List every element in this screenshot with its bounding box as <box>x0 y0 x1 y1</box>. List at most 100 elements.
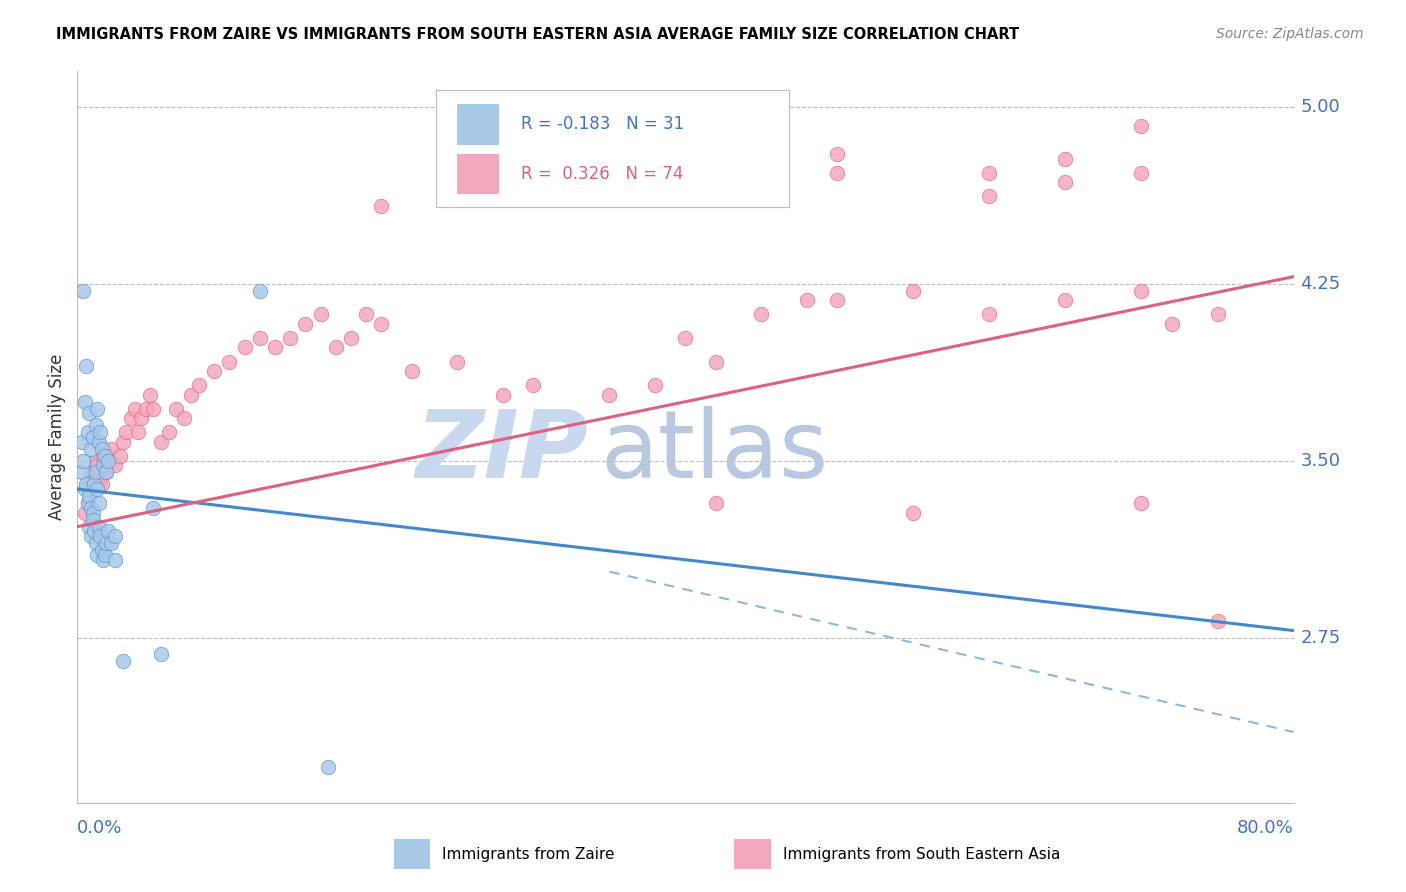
Point <box>675 331 697 345</box>
Point <box>91 449 114 463</box>
Point <box>796 293 818 308</box>
Point <box>80 529 103 543</box>
Point <box>87 434 110 449</box>
Point <box>1206 307 1229 321</box>
Point <box>903 506 925 520</box>
Point <box>827 166 849 180</box>
Point <box>104 529 127 543</box>
Text: 4.25: 4.25 <box>1301 275 1341 293</box>
Point <box>370 199 392 213</box>
Point <box>139 387 162 401</box>
Point <box>751 307 773 321</box>
Point <box>97 524 120 539</box>
Point <box>70 466 93 480</box>
FancyBboxPatch shape <box>734 839 770 869</box>
Point <box>325 340 347 354</box>
Point <box>70 434 93 449</box>
Point <box>218 354 240 368</box>
Point <box>979 189 1001 203</box>
Text: R = -0.183   N = 31: R = -0.183 N = 31 <box>522 115 685 134</box>
Point <box>827 293 849 308</box>
Point <box>202 364 225 378</box>
Point <box>522 175 544 189</box>
Point <box>127 425 149 440</box>
FancyBboxPatch shape <box>394 839 430 869</box>
Text: 0.0%: 0.0% <box>77 820 122 838</box>
Text: IMMIGRANTS FROM ZAIRE VS IMMIGRANTS FROM SOUTH EASTERN ASIA AVERAGE FAMILY SIZE : IMMIGRANTS FROM ZAIRE VS IMMIGRANTS FROM… <box>56 27 1019 42</box>
Point <box>598 387 620 401</box>
Point <box>1054 293 1077 308</box>
Point <box>91 458 114 473</box>
Point <box>111 434 134 449</box>
Point <box>598 175 620 189</box>
Point <box>72 453 94 467</box>
Point <box>86 548 108 562</box>
Point <box>120 411 142 425</box>
Point <box>644 166 666 180</box>
Point <box>1054 152 1077 166</box>
Point <box>249 284 271 298</box>
Point <box>87 520 110 534</box>
FancyBboxPatch shape <box>457 104 499 145</box>
Point <box>87 496 110 510</box>
Point <box>142 500 165 515</box>
Point <box>79 407 101 421</box>
Point <box>82 513 104 527</box>
Point <box>124 401 146 416</box>
Text: Source: ZipAtlas.com: Source: ZipAtlas.com <box>1216 27 1364 41</box>
Y-axis label: Average Family Size: Average Family Size <box>48 354 66 520</box>
Point <box>142 401 165 416</box>
Point <box>82 466 104 480</box>
Point <box>93 449 115 463</box>
Point <box>704 159 727 173</box>
Point <box>979 307 1001 321</box>
Point <box>704 496 727 510</box>
Point <box>87 473 110 487</box>
Point <box>84 466 107 480</box>
Text: 2.75: 2.75 <box>1301 629 1341 647</box>
Point <box>100 442 122 456</box>
Point <box>90 543 112 558</box>
Point <box>93 548 115 562</box>
Point <box>79 489 101 503</box>
Point <box>309 307 332 321</box>
Point <box>233 340 256 354</box>
Point <box>370 317 392 331</box>
Point <box>1130 166 1153 180</box>
Point <box>84 453 107 467</box>
Point <box>446 189 468 203</box>
Point <box>79 520 101 534</box>
FancyBboxPatch shape <box>436 90 789 207</box>
Point <box>340 331 363 345</box>
Point <box>157 425 180 440</box>
Point <box>704 354 727 368</box>
Point <box>1130 284 1153 298</box>
Point <box>188 378 211 392</box>
Text: atlas: atlas <box>600 406 828 498</box>
Point <box>96 466 118 480</box>
Point <box>316 760 339 774</box>
Point <box>96 466 118 480</box>
Point <box>73 394 96 409</box>
Point <box>522 166 544 180</box>
Point <box>79 482 101 496</box>
FancyBboxPatch shape <box>457 154 499 194</box>
Point <box>80 473 103 487</box>
Point <box>89 529 111 543</box>
Point <box>83 477 105 491</box>
Point <box>903 284 925 298</box>
Point <box>1161 317 1184 331</box>
Point <box>97 449 120 463</box>
Point <box>82 506 104 520</box>
Point <box>100 536 122 550</box>
Point <box>1130 119 1153 133</box>
Point <box>83 524 105 539</box>
Point <box>77 425 100 440</box>
Point <box>108 449 131 463</box>
Text: R =  0.326   N = 74: R = 0.326 N = 74 <box>522 165 683 183</box>
Point <box>522 378 544 392</box>
Point <box>1206 614 1229 628</box>
Point <box>89 425 111 440</box>
Point <box>111 654 134 668</box>
Point <box>644 378 666 392</box>
